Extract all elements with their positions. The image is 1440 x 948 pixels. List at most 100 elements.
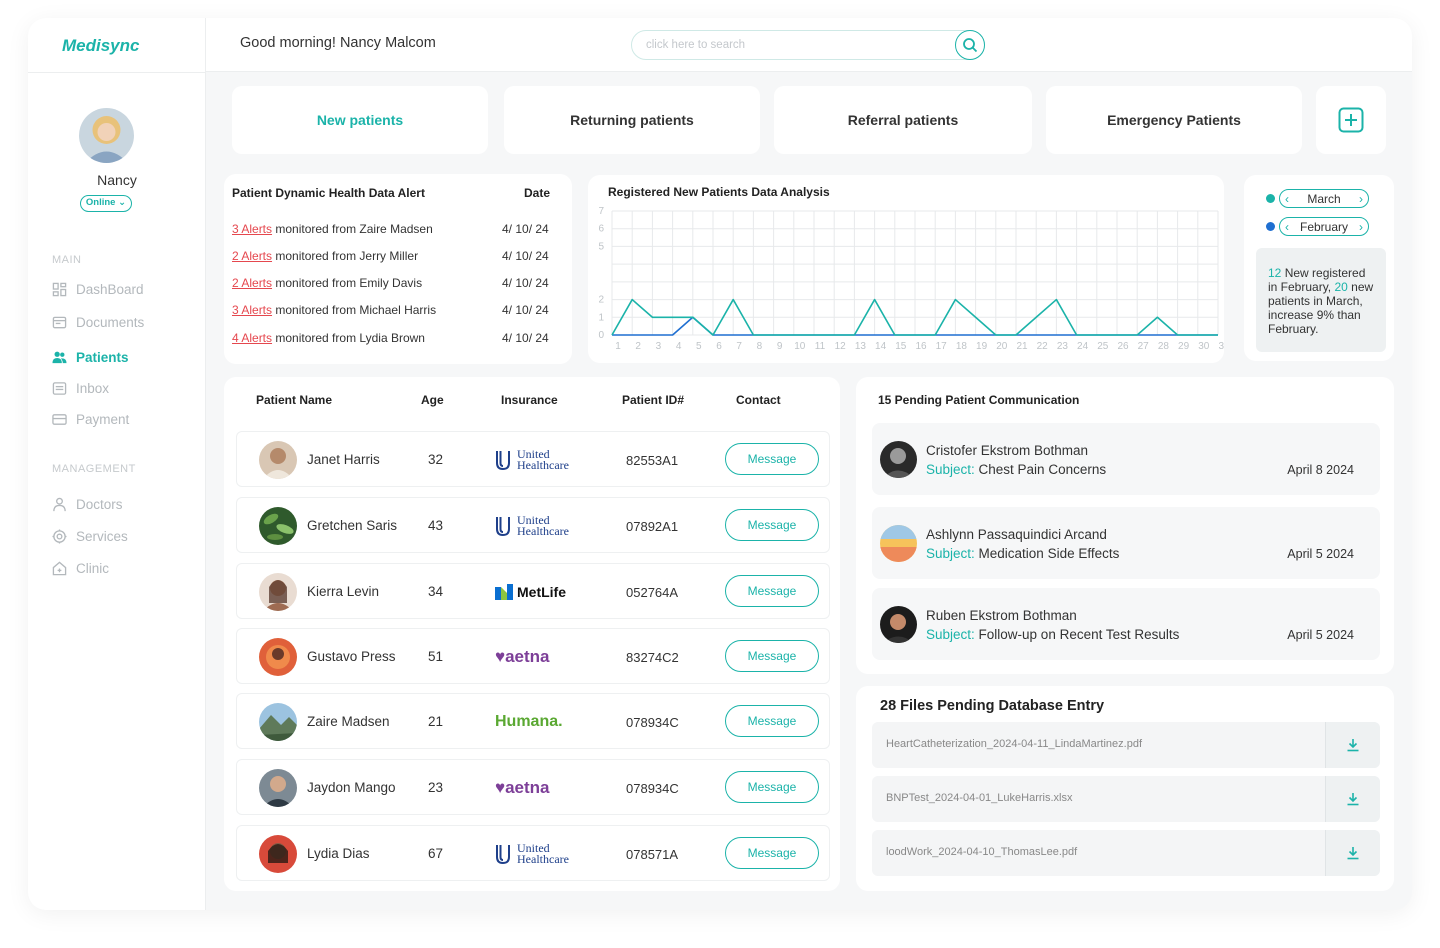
sidebar-item-clinic[interactable]: Clinic [52, 561, 109, 576]
communication-title: 15 Pending Patient Communication [878, 393, 1080, 407]
x-tick-label: 15 [895, 341, 907, 352]
patient-age: 23 [428, 780, 444, 795]
sidebar-item-doctors[interactable]: Doctors [52, 497, 123, 512]
file-name[interactable]: BNPTest_2024-04-01_LukeHarris.xlsx [886, 792, 1073, 804]
insurance-logo-humana: Humana. [495, 708, 605, 736]
alert-count-link[interactable]: 2 Alerts [232, 249, 273, 263]
message-button[interactable]: Message [725, 771, 819, 803]
patient-name: Janet Harris [307, 452, 380, 467]
tab-referral-patients[interactable]: Referral patients [774, 86, 1032, 154]
x-tick-label: 2 [635, 341, 641, 352]
table-row[interactable]: Janet Harris 32 United Healthcare 82553A1… [236, 431, 830, 487]
table-row[interactable]: Jaydon Mango 23 ♥aetna 078934C Message [236, 759, 830, 815]
sidebar-item-patients[interactable]: Patients [52, 350, 129, 365]
subject-label: Subject: [926, 462, 975, 477]
x-tick-label: 4 [676, 341, 682, 352]
sidebar-item-inbox[interactable]: Inbox [52, 381, 109, 396]
download-button[interactable] [1325, 830, 1380, 876]
x-tick-label: 8 [757, 341, 763, 352]
chart-title: Registered New Patients Data Analysis [608, 185, 830, 199]
series-line-march [611, 298, 1218, 336]
sidebar-item-label: Doctors [76, 497, 123, 512]
message-button[interactable]: Message [725, 443, 819, 475]
message-button[interactable]: Message [725, 705, 819, 737]
download-button[interactable] [1325, 776, 1380, 822]
patient-name: Kierra Levin [307, 584, 380, 599]
file-name[interactable]: HeartCatheterization_2024-04-11_LindaMar… [886, 738, 1143, 750]
tab-returning-patients[interactable]: Returning patients [504, 86, 760, 154]
file-name[interactable]: loodWork_2024-04-10_ThomasLee.pdf [886, 846, 1078, 858]
insurance-name: MetLife [517, 584, 566, 600]
insurance-name: Humana. [495, 713, 563, 730]
table-row[interactable]: Lydia Dias 67 United Healthcare 078571A M… [236, 825, 830, 881]
sidebar-item-label: DashBoard [76, 282, 144, 297]
add-tab-button[interactable] [1316, 86, 1386, 154]
message-button[interactable]: Message [725, 575, 819, 607]
table-row[interactable]: Kierra Levin 34 MetLife 052764A Message [236, 563, 830, 619]
communication-item[interactable]: Cristofer Ekstrom Bothman Subject: Chest… [872, 423, 1380, 495]
search-input[interactable] [646, 37, 946, 53]
tab-emergency-patients[interactable]: Emergency Patients [1046, 86, 1302, 154]
sidebar-item-payment[interactable]: Payment [52, 412, 129, 427]
x-tick-label: 24 [1077, 341, 1089, 352]
message-button[interactable]: Message [725, 837, 819, 869]
alert-count-link[interactable]: 3 Alerts [232, 222, 273, 236]
x-tick-label: 26 [1117, 341, 1129, 352]
payment-icon [52, 414, 67, 425]
file-row: BNPTest_2024-04-01_LukeHarris.xlsx [872, 776, 1380, 822]
status-badge[interactable]: Online ⌄ [80, 195, 132, 212]
patient-avatar [259, 507, 297, 545]
communication-item[interactable]: Ruben Ekstrom Bothman Subject: Follow-up… [872, 588, 1380, 660]
download-icon [1347, 847, 1359, 860]
chevron-right-icon[interactable]: › [1359, 191, 1363, 206]
insurance-name-line2: Healthcare [517, 852, 569, 866]
communication-item[interactable]: Ashlynn Passaquindici Arcand Subject: Me… [872, 507, 1380, 579]
month-picker-february[interactable]: ‹ February › [1279, 217, 1369, 236]
communication-date: April 5 2024 [1287, 547, 1354, 561]
patient-avatar [259, 703, 297, 741]
x-tick-label: 12 [835, 341, 847, 352]
patient-name: Lydia Dias [307, 846, 370, 861]
insurance-name: ♥aetna [495, 647, 550, 666]
alert-date: 4/ 10/ 24 [502, 249, 549, 263]
search-button[interactable] [955, 30, 985, 60]
insurance-logo-united-healthcare: United Healthcare [495, 446, 605, 474]
doctor-icon [53, 497, 66, 512]
month-picker-march[interactable]: ‹ March › [1279, 189, 1369, 208]
app-logo[interactable]: Medisync [62, 36, 140, 55]
file-row: HeartCatheterization_2024-04-11_LindaMar… [872, 722, 1380, 768]
x-tick-label: 17 [936, 341, 948, 352]
services-icon [52, 529, 67, 544]
alert-count-link[interactable]: 3 Alerts [232, 303, 273, 317]
patient-name: Gretchen Saris [307, 518, 398, 533]
table-row[interactable]: Gustavo Press 51 ♥aetna 83274C2 Message [236, 628, 830, 684]
sidebar-item-services[interactable]: Services [52, 529, 128, 544]
nav-section-main: MAIN [52, 254, 82, 266]
download-button[interactable] [1325, 722, 1380, 768]
message-button[interactable]: Message [725, 640, 819, 672]
x-tick-label: 3 [656, 341, 662, 352]
patient-age: 21 [428, 714, 444, 729]
sidebar-item-label: Services [76, 529, 128, 544]
tab-new-patients[interactable]: New patients [232, 86, 488, 154]
alert-text: monitored from Jerry Miller [272, 249, 419, 263]
table-row[interactable]: Gretchen Saris 43 United Healthcare 07892… [236, 497, 830, 553]
sidebar-item-dashboard[interactable]: DashBoard [52, 282, 144, 297]
chevron-left-icon[interactable]: ‹ [1285, 191, 1289, 206]
insurance-name-line1: United [517, 841, 550, 855]
chevron-left-icon[interactable]: ‹ [1285, 219, 1289, 234]
plus-square-icon [1338, 107, 1364, 133]
top-bar: Good morning! Nancy Malcom [206, 18, 1412, 72]
chevron-right-icon[interactable]: › [1359, 219, 1363, 234]
alert-count-link[interactable]: 2 Alerts [232, 276, 273, 290]
file-row: loodWork_2024-04-10_ThomasLee.pdf [872, 830, 1380, 876]
alert-count-link[interactable]: 4 Alerts [232, 331, 273, 345]
stat-feb-count: 12 [1268, 266, 1282, 280]
insurance-logo-metlife: MetLife [495, 578, 605, 606]
user-avatar[interactable] [79, 108, 134, 163]
alert-date: 4/ 10/ 24 [502, 276, 549, 290]
sidebar-item-documents[interactable]: Documents [52, 315, 144, 330]
message-button[interactable]: Message [725, 509, 819, 541]
table-row[interactable]: Zaire Madsen 21 Humana. 078934C Message [236, 693, 830, 749]
